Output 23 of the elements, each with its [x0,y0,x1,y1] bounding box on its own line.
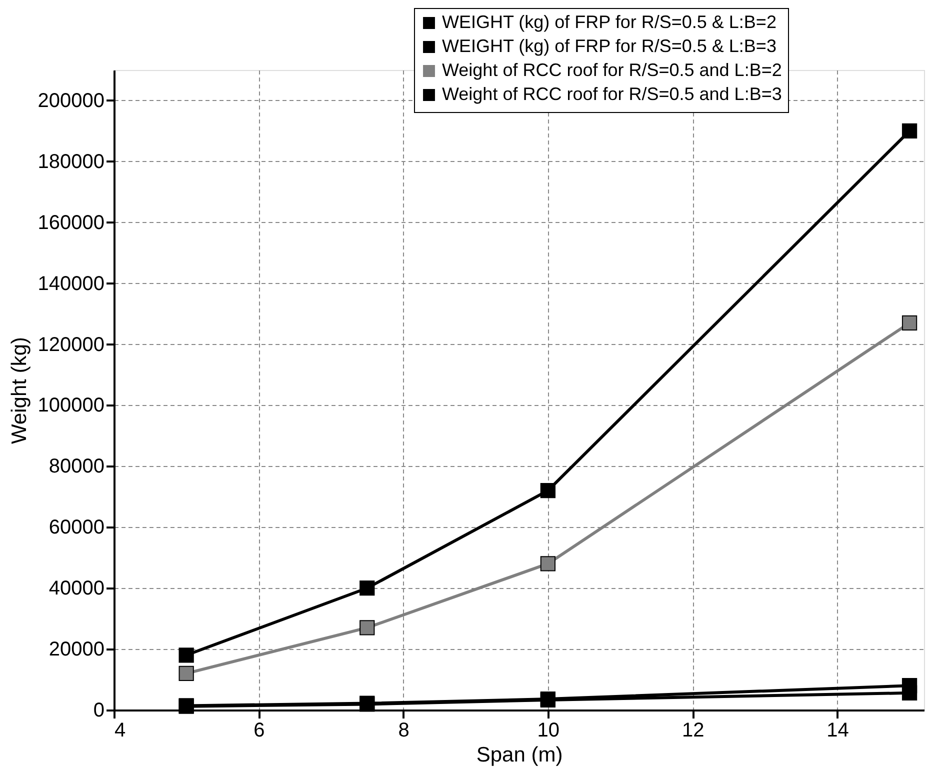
x-axis-title: Span (m) [476,744,563,766]
y-tick-label: 120000 [38,334,104,356]
x-tick-label: 14 [826,720,849,742]
y-tick-label: 20000 [48,638,104,661]
x-tick-label: 6 [254,720,265,742]
y-tick-label: 60000 [48,516,104,539]
x-tick-label: 8 [398,720,410,742]
y-tick-label: 40000 [48,578,104,600]
y-axis-title: Weight (kg) [8,337,31,444]
y-tick-label: 200000 [38,90,104,112]
y-tick-label: 80000 [48,456,104,478]
legend-label: Weight of RCC roof for R/S=0.5 and L:B=2 [442,60,782,80]
y-tick-label: 0 [93,700,104,722]
x-tick-label: 12 [682,720,704,742]
x-tick-label: 10 [537,720,560,742]
legend-label: Weight of RCC roof for R/S=0.5 and L:B=3 [442,84,782,104]
legend-label: WEIGHT (kg) of FRP for R/S=0.5 & L:B=3 [442,36,776,56]
y-tick-label: 140000 [38,272,104,295]
y-tick-label: 100000 [38,394,104,417]
y-tick-label: 160000 [38,212,104,234]
x-tick-label: 4 [114,720,126,742]
legend-label: WEIGHT (kg) of FRP for R/S=0.5 & L:B=2 [442,12,776,32]
y-tick-label: 180000 [38,150,104,173]
